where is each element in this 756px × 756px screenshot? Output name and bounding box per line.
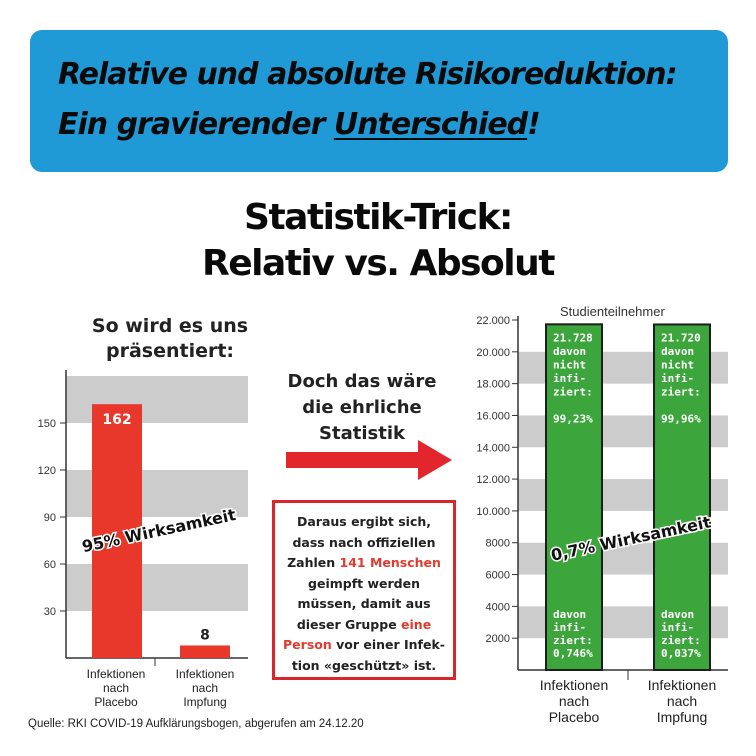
right-top-label-1-1: davon bbox=[661, 345, 694, 358]
right-top-label-1-2: nicht bbox=[661, 358, 694, 371]
right-category-label-1-2: Impfung bbox=[657, 709, 708, 725]
left-category-label-1-0: Infektionen bbox=[176, 667, 235, 681]
banner-line-1: Relative und absolute Risikoreduktion: bbox=[58, 57, 678, 92]
right-category-label-1-0: Infektionen bbox=[648, 677, 717, 693]
headline-line-1: Statistik-Trick: bbox=[244, 197, 513, 238]
left-tick-label-3: 120 bbox=[38, 465, 56, 477]
banner-line-2-suffix: ! bbox=[527, 107, 541, 142]
title-banner: Relative und absolute Risikoreduktion: E… bbox=[30, 30, 728, 172]
box-line-3: Zahlen 141 Menschen bbox=[275, 553, 453, 574]
right-tick-label-5: 12.000 bbox=[476, 474, 510, 486]
box-line-5: müssen, damit aus bbox=[297, 596, 431, 611]
box-highlight-eine: eine bbox=[401, 616, 432, 632]
right-chart-title: Studienteilnehmer bbox=[560, 304, 665, 319]
right-bottom-label-1-1: infi- bbox=[661, 621, 694, 634]
left-category-label-0-0: Infektionen bbox=[87, 667, 146, 681]
left-tick-label-0: 30 bbox=[44, 606, 56, 618]
right-top-label-0-1: davon bbox=[553, 345, 586, 358]
right-bottom-label-1-0: davon bbox=[661, 608, 694, 621]
right-tick-label-0: 2000 bbox=[486, 633, 510, 645]
box-line-7-suffix: vor einer Infek- bbox=[331, 637, 445, 652]
middle-title-line-2: die ehrliche bbox=[302, 397, 422, 418]
right-top-label-1-3: infi- bbox=[661, 372, 694, 385]
right-tick-label-4: 10.000 bbox=[476, 506, 510, 518]
right-top-label-0-6: 99,23% bbox=[553, 412, 593, 425]
right-tick-label-9: 20.000 bbox=[476, 347, 510, 359]
banner-underlined-word: Unterschied bbox=[333, 107, 528, 142]
right-bottom-label-0-1: infi- bbox=[553, 621, 586, 634]
explanation-box: Daraus ergibt sich, dass nach offizielle… bbox=[272, 500, 456, 680]
right-top-label-0-4: ziert: bbox=[553, 385, 593, 398]
left-category-label-0-2: Placebo bbox=[94, 695, 138, 709]
left-category-label-1-1: nach bbox=[192, 681, 218, 695]
left-title-line-2: präsentiert: bbox=[105, 340, 235, 362]
right-top-label-0-2: nicht bbox=[553, 358, 586, 371]
right-chart: 2000 4000 6000 8000 10.000 12.000 14.000 16.000… bbox=[476, 315, 728, 725]
right-category-label-1-1: nach bbox=[667, 693, 697, 709]
right-tick-label-6: 14.000 bbox=[476, 442, 510, 454]
middle-title-line-1: Doch das wäre bbox=[287, 371, 437, 392]
box-line-6: dieser Gruppe eine bbox=[275, 615, 453, 636]
banner-line-2-prefix: Ein gravierender bbox=[58, 107, 334, 142]
box-highlight-person: Person bbox=[283, 637, 332, 652]
left-category-label-1-2: Impfung bbox=[183, 695, 226, 709]
box-highlight-count: 141 Menschen bbox=[339, 555, 441, 570]
right-bottom-label-0-3: 0,746% bbox=[553, 647, 593, 660]
box-line-8: tion «geschützt» ist. bbox=[291, 657, 437, 673]
right-bottom-label-0-2: ziert: bbox=[553, 634, 593, 647]
right-bottom-label-1-3: 0,037% bbox=[661, 647, 701, 660]
headline-line-2: Relativ vs. Absolut bbox=[202, 243, 555, 284]
middle-title-line-3: Statistik bbox=[319, 423, 405, 444]
right-top-label-1-0: 21.720 bbox=[661, 331, 701, 344]
left-tick-label-1: 60 bbox=[44, 559, 56, 571]
right-tick-label-8: 18.000 bbox=[476, 379, 510, 391]
right-arrow-icon bbox=[286, 440, 452, 480]
left-tick-label-4: 150 bbox=[38, 418, 56, 430]
box-line-6-prefix: dieser Gruppe bbox=[296, 616, 402, 632]
left-category-label-0-1: nach bbox=[103, 681, 129, 695]
right-category-label-0-0: Infektionen bbox=[540, 677, 609, 693]
right-bar-1 bbox=[653, 323, 711, 671]
left-bar-1 bbox=[180, 645, 230, 658]
left-value-label-0: 162 bbox=[102, 412, 131, 428]
banner-line-2: Ein gravierender Unterschied! bbox=[58, 100, 708, 150]
source-note: Quelle: RKI COVID-19 Aufklärungsbogen, a… bbox=[28, 718, 364, 730]
right-bottom-label-1-2: ziert: bbox=[661, 634, 701, 647]
right-tick-label-2: 6000 bbox=[486, 570, 510, 582]
left-tick-label-2: 90 bbox=[44, 512, 56, 524]
left-title-line-1: So wird es uns bbox=[91, 315, 249, 337]
box-line-3-prefix: Zahlen bbox=[287, 555, 340, 570]
box-line-1: Daraus ergibt sich, bbox=[296, 514, 432, 529]
right-tick-label-3: 8000 bbox=[486, 538, 510, 550]
box-line-7: Person vor einer Infek- bbox=[275, 635, 453, 656]
right-tick-label-7: 16.000 bbox=[476, 410, 510, 422]
right-tick-label-1: 4000 bbox=[486, 601, 510, 613]
right-top-label-1-6: 99,96% bbox=[661, 412, 701, 425]
right-top-label-0-3: infi- bbox=[553, 372, 586, 385]
left-bar-0 bbox=[92, 404, 142, 658]
right-tick-label-10: 22.000 bbox=[476, 315, 510, 327]
right-category-label-0-1: nach bbox=[559, 693, 589, 709]
right-top-label-1-4: ziert: bbox=[661, 385, 701, 398]
box-line-4: geimpft werden bbox=[308, 575, 420, 591]
right-bar-0 bbox=[545, 323, 603, 671]
right-category-label-0-2: Placebo bbox=[549, 709, 600, 725]
box-line-2: dass nach offiziellen bbox=[292, 534, 436, 550]
right-top-label-0-0: 21.728 bbox=[553, 331, 593, 344]
arrow-layer bbox=[286, 440, 452, 480]
right-bottom-label-0-0: davon bbox=[553, 608, 586, 621]
left-value-label-1: 8 bbox=[200, 627, 210, 643]
